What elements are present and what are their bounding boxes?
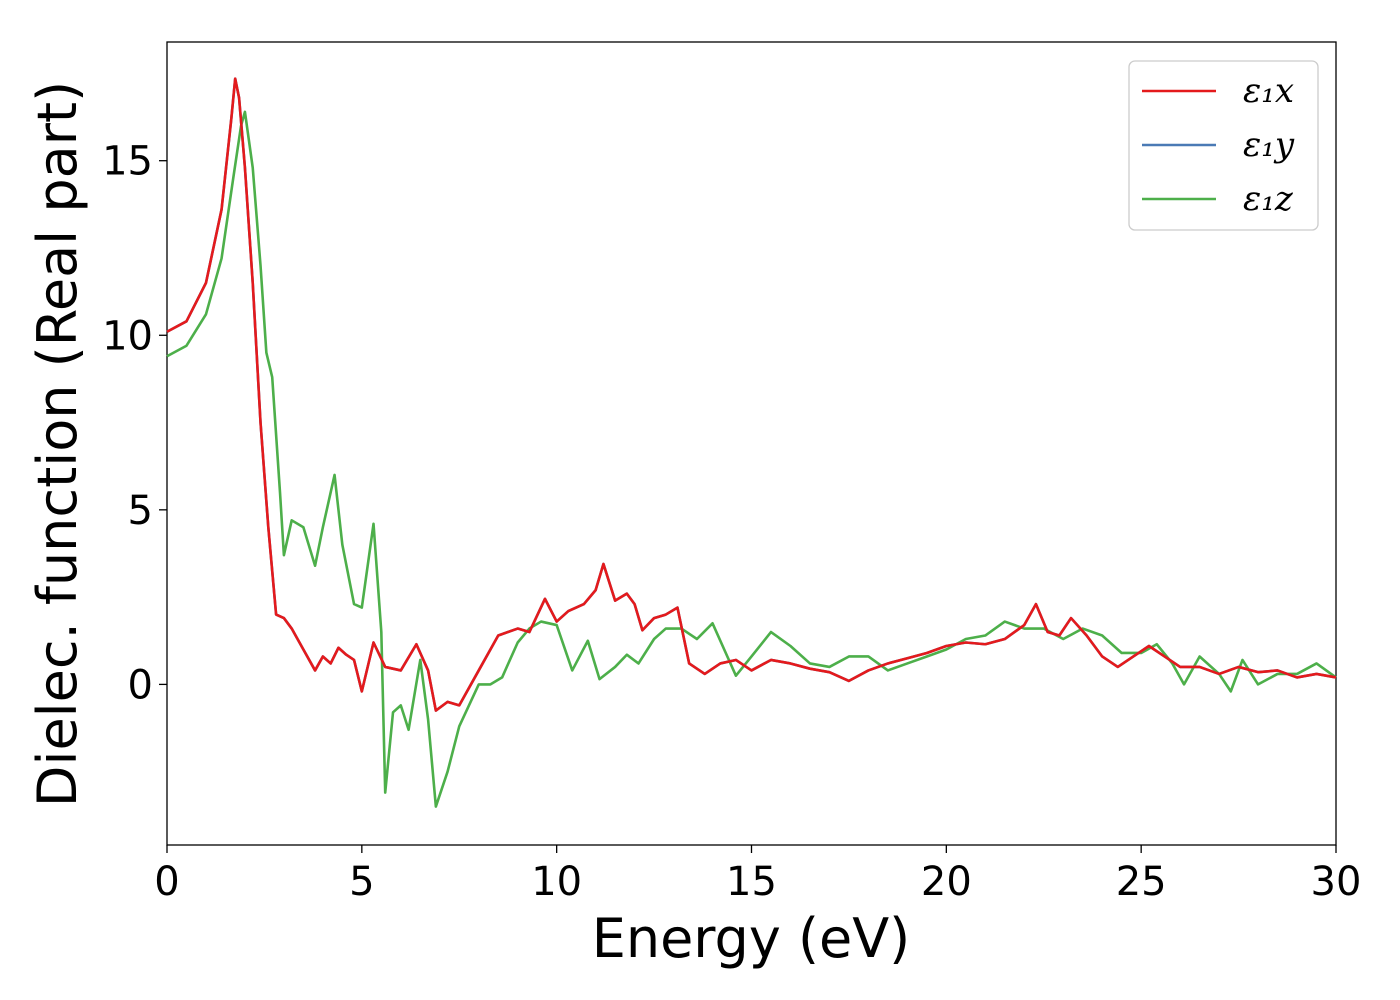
y-tick-label: 15 xyxy=(102,139,153,185)
legend-label-2: ε₁z xyxy=(1243,179,1294,219)
y-tick-label: 5 xyxy=(128,488,153,534)
y-tick-label: 0 xyxy=(128,662,153,708)
y-axis-label: Dielec. function (Real part) xyxy=(26,81,89,807)
legend-label-0: ε₁x xyxy=(1243,71,1294,111)
legend: ε₁x ε₁y ε₁z xyxy=(1128,60,1319,231)
x-tick-label: 0 xyxy=(154,859,179,905)
y-axis-ticks: 0 5 10 15 xyxy=(102,139,167,708)
y-tick-label: 10 xyxy=(102,313,153,359)
x-tick-label: 15 xyxy=(726,859,777,905)
legend-box xyxy=(1128,60,1319,231)
x-axis-ticks: 0 5 10 15 20 25 30 xyxy=(154,845,1361,905)
x-axis-label: Energy (eV) xyxy=(592,907,911,970)
x-tick-label: 30 xyxy=(1311,859,1362,905)
series-line-2 xyxy=(166,110,1337,808)
legend-label-1: ε₁y xyxy=(1243,125,1295,165)
x-tick-label: 10 xyxy=(531,859,582,905)
x-tick-label: 5 xyxy=(349,859,374,905)
series-layer xyxy=(166,77,1337,808)
x-tick-label: 25 xyxy=(1116,859,1167,905)
x-tick-label: 20 xyxy=(921,859,972,905)
series-line-0 xyxy=(166,77,1337,712)
